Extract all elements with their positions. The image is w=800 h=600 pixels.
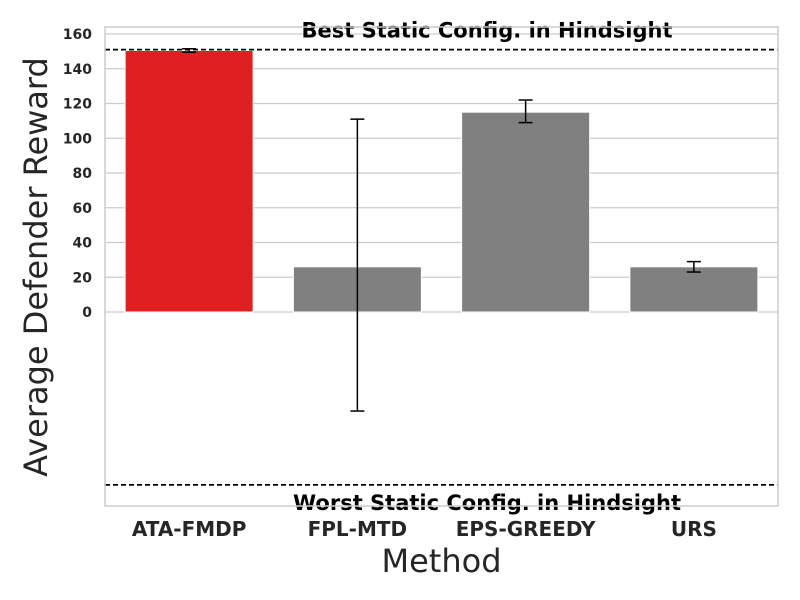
y-tick-label: 60 xyxy=(73,201,93,217)
y-tick-labels: 0 20 40 60 80 100 120 140 160 xyxy=(63,27,92,321)
reference-line-label: Best Static Config. in Hindsight xyxy=(301,19,672,43)
reference-lines: Best Static Config. in Hindsight Worst St… xyxy=(105,19,778,515)
x-tick-labels: ATA-FMDP FPL-MTD EPS-GREEDY URS xyxy=(132,517,717,541)
x-tick-label: FPL-MTD xyxy=(308,517,408,541)
y-tick-label: 20 xyxy=(73,270,93,286)
x-tick-label: ATA-FMDP xyxy=(132,517,247,541)
reference-line-label: Worst Static Config. in Hindsight xyxy=(293,491,681,515)
x-tick-label: EPS-GREEDY xyxy=(456,517,596,541)
y-axis-label: Average Defender Reward xyxy=(17,57,55,477)
y-tick-label: 100 xyxy=(63,131,92,147)
bar xyxy=(461,111,591,313)
bars xyxy=(124,50,759,313)
bar xyxy=(124,50,254,313)
plot-frame xyxy=(104,26,779,507)
x-tick-label: URS xyxy=(671,517,717,541)
bar xyxy=(629,266,759,313)
y-tick-label: 0 xyxy=(82,305,92,321)
x-axis-label: Method xyxy=(381,542,501,580)
y-tick-label: 140 xyxy=(63,62,92,78)
y-tick-label: 40 xyxy=(73,236,93,252)
y-tick-label: 120 xyxy=(63,97,92,113)
y-tick-label: 80 xyxy=(73,166,93,182)
y-tick-label: 160 xyxy=(63,27,92,43)
